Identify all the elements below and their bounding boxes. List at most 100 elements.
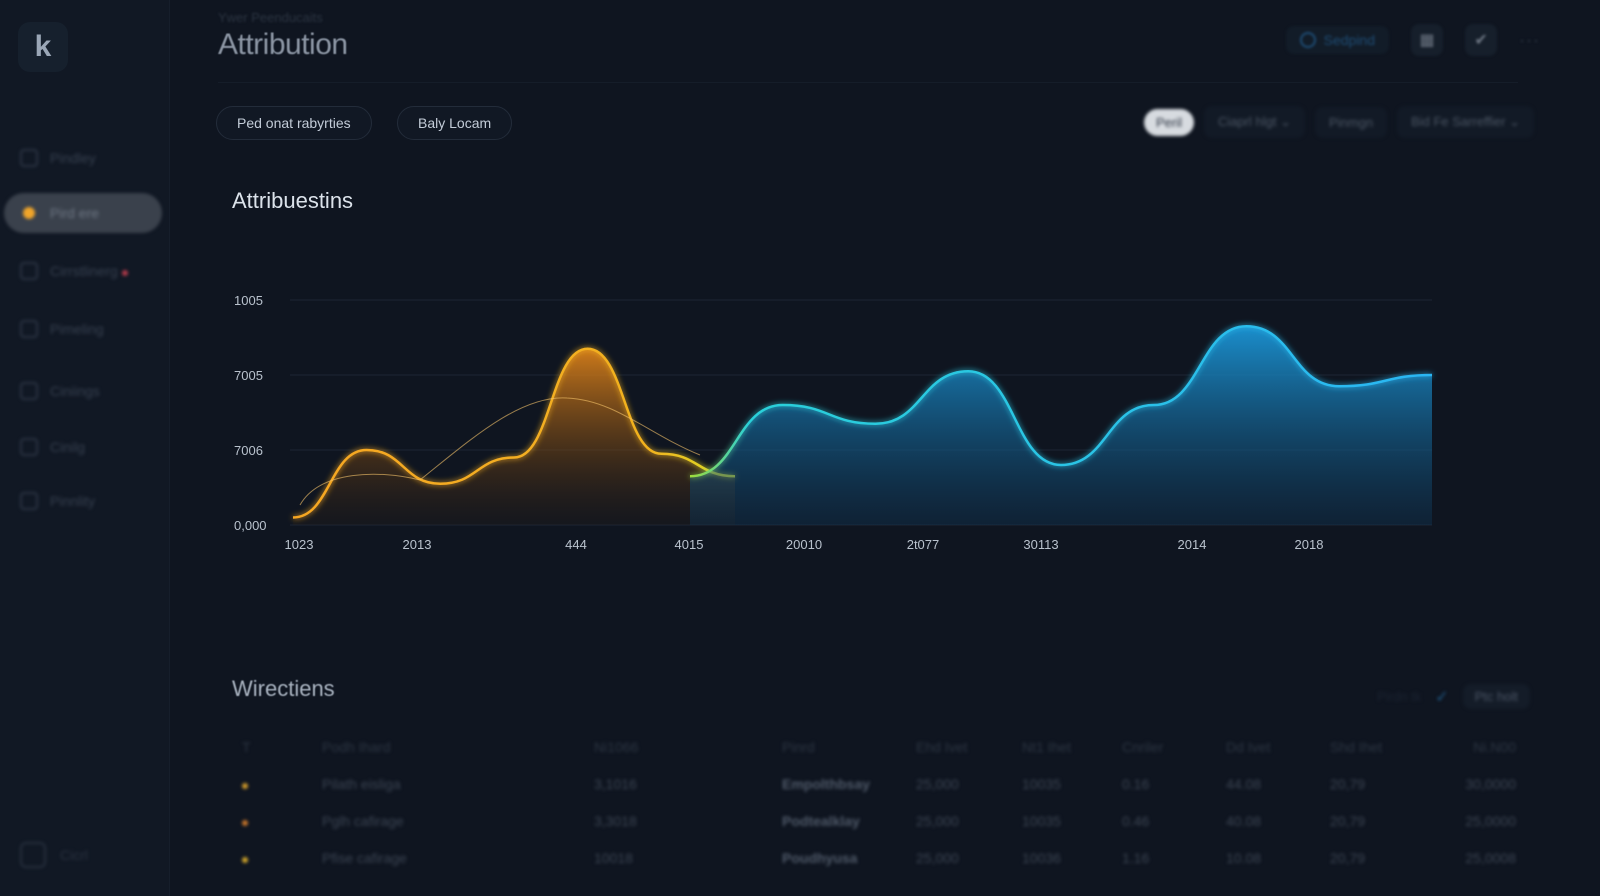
column-header[interactable]: T — [242, 738, 251, 755]
table-cell: 0.16 — [1122, 775, 1150, 792]
period-toggle[interactable]: Peril — [1143, 108, 1194, 136]
x-tick-label: 4015 — [675, 537, 704, 552]
x-tick-label: 444 — [565, 537, 587, 552]
series-blue-line[interactable] — [689, 324, 1433, 478]
sidebar-footer-label: Cicrl — [60, 847, 88, 863]
y-tick-label: 7005 — [234, 368, 263, 383]
filter-pill-1[interactable]: Ped onat rabyrties — [216, 106, 372, 140]
table-cell: 30,0000 — [1465, 775, 1516, 792]
check-icon[interactable]: ✓ — [1435, 688, 1449, 706]
table-cell: 0.46 — [1122, 812, 1150, 829]
sidebar-item-4[interactable]: Pimeling — [4, 309, 162, 349]
table-action-button[interactable]: Ptc holt — [1462, 684, 1530, 709]
filter-pill-2[interactable]: Baly Locam — [397, 106, 513, 140]
more-menu-icon[interactable]: ··· — [1519, 29, 1540, 50]
layers-icon — [20, 262, 38, 280]
table-cell: 10018 — [594, 849, 633, 866]
calendar-icon: ▦ — [1419, 32, 1435, 49]
status-dot-icon — [242, 819, 248, 826]
sidebar-footer[interactable]: Cicrl — [20, 842, 88, 868]
sidebar-item-label: Ciniings — [50, 383, 100, 399]
folder-icon — [20, 320, 38, 338]
table-cell: 10035 — [1022, 775, 1061, 792]
x-tick-label: 20010 — [786, 537, 822, 552]
row-status — [230, 813, 322, 829]
sidebar-item-6[interactable]: Cinilg — [4, 427, 162, 467]
check-icon: ✔ — [1474, 32, 1488, 49]
column-header[interactable]: Cnriler — [1122, 738, 1164, 755]
series-orange-area — [293, 348, 735, 525]
view-controls: Peril Ciaprl hlgt ⌄ Pinmgn Bid Fe Sarref… — [1143, 106, 1534, 138]
column-header[interactable]: Pinrd — [782, 738, 815, 755]
column-header[interactable]: Podh Ihard — [322, 738, 391, 755]
user-icon — [20, 842, 46, 868]
y-tick-label: 1005 — [234, 293, 263, 308]
table-cell: 10036 — [1022, 849, 1061, 866]
grid-icon — [20, 149, 38, 167]
sidebar-item-2-active[interactable]: Pird ere — [4, 193, 162, 233]
table-cell: Empolthbsay — [782, 775, 870, 792]
header-divider — [218, 82, 1518, 83]
search-label: Sedpind — [1323, 32, 1376, 48]
table-cell: Poudhyusa — [782, 849, 858, 866]
checkmark-button[interactable]: ✔ — [1465, 24, 1498, 56]
breadcrumb: Ywer Peenducaits — [218, 10, 323, 25]
column-header[interactable]: Ni1066 — [594, 738, 639, 755]
sidebar-item-label: Cinilg — [50, 439, 86, 455]
x-tick-label: 2014 — [1178, 537, 1207, 552]
table-cell: 25,000 — [916, 849, 959, 866]
data-table: T Podh Ihard Ni1066 Pinrd Ehd Ivet Nt1 I… — [230, 728, 1520, 876]
x-tick-label: 2018 — [1295, 537, 1324, 552]
table-row[interactable]: Pglh cafirage 3,3018 Podtealklay 25,000 … — [230, 802, 1520, 839]
x-tick-label: 2013 — [403, 537, 432, 552]
table-cell: 40.08 — [1226, 812, 1262, 829]
table-filter-label[interactable]: Pirdn tk — [1377, 689, 1422, 704]
column-header[interactable]: Ehd Ivet — [916, 738, 968, 755]
table-cell: Pfise cafirage — [322, 849, 407, 866]
status-dot-icon — [23, 207, 35, 219]
sidebar-item-7[interactable]: Pinnlity — [4, 481, 162, 521]
table-cell: 44.08 — [1226, 775, 1262, 792]
table-cell: Pglh cafirage — [322, 812, 404, 829]
page-title: Attribution — [218, 28, 348, 61]
dropdown-1[interactable]: Ciaprl hlgt ⌄ — [1203, 106, 1305, 138]
sidebar-item-label: Pindley — [50, 150, 96, 166]
search-button[interactable]: Sedpind — [1285, 26, 1390, 54]
dropdown-3[interactable]: Bid Fe Sarreffier ⌄ — [1397, 106, 1534, 138]
column-header[interactable]: Shd Ihet — [1330, 738, 1383, 755]
sidebar-item-label: Pinnlity — [50, 493, 96, 509]
sidebar-item-1[interactable]: Pindley — [4, 138, 162, 178]
x-tick-label: 30113 — [1023, 537, 1058, 552]
sidebar: k Pindley Pird ere Cirrstlinerg Pimeling… — [0, 0, 170, 896]
dropdown-2[interactable]: Pinmgn — [1315, 106, 1388, 138]
column-header[interactable]: Dd Ivet — [1226, 738, 1271, 755]
table-row[interactable]: Pfise cafirage 10018 Poudhyusa 25,000 10… — [230, 839, 1520, 876]
table-cell: 25,000 — [916, 775, 959, 792]
search-icon — [1299, 32, 1316, 48]
y-tick-label: 0,000 — [234, 518, 267, 533]
table-header-row: T Podh Ihard Ni1066 Pinrd Ehd Ivet Nt1 I… — [230, 728, 1520, 765]
calendar-button[interactable]: ▦ — [1411, 24, 1444, 56]
x-tick-label: 1023 — [285, 537, 314, 552]
table-cell: 1.16 — [1122, 849, 1150, 866]
row-status — [230, 850, 322, 866]
x-tick-label: 2t077 — [907, 537, 940, 552]
table-cell: 25,0008 — [1465, 849, 1516, 866]
chart-icon — [20, 382, 38, 400]
table-cell: Podtealklay — [782, 812, 860, 829]
table-cell: 20,79 — [1330, 775, 1366, 792]
table-row[interactable]: Pilath eisliga 3,1016 Empolthbsay 25,000… — [230, 765, 1520, 802]
column-header[interactable]: Ni.N00 — [1473, 738, 1516, 755]
sidebar-item-label: Pimeling — [50, 321, 104, 337]
table-tools: Pirdn tk ✓ Ptc holt — [1377, 684, 1530, 709]
status-dot-icon — [242, 856, 248, 863]
table-title: Wirectiens — [232, 676, 335, 701]
table-cell: 3,3018 — [594, 812, 637, 829]
sidebar-item-5[interactable]: Ciniings — [4, 371, 162, 411]
sidebar-item-3[interactable]: Cirrstlinerg — [4, 251, 162, 291]
app-logo[interactable]: k — [18, 22, 68, 72]
table-cell: Pilath eisliga — [322, 775, 401, 792]
column-header[interactable]: Nt1 Ihet — [1022, 738, 1072, 755]
settings-icon — [20, 492, 38, 510]
series-orange-line[interactable] — [292, 347, 736, 519]
